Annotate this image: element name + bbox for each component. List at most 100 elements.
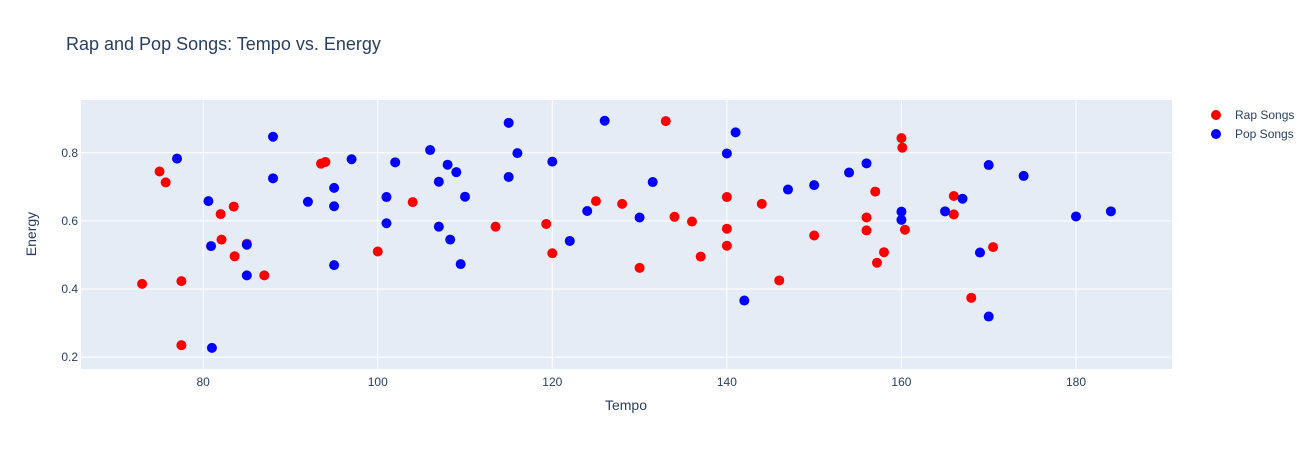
data-point[interactable] (647, 177, 658, 188)
data-point[interactable] (721, 240, 732, 251)
data-point[interactable] (896, 133, 907, 144)
data-point[interactable] (229, 251, 240, 262)
data-point[interactable] (216, 234, 227, 245)
data-point[interactable] (634, 262, 645, 273)
data-point[interactable] (445, 234, 456, 245)
data-point[interactable] (137, 278, 148, 289)
data-point[interactable] (634, 212, 645, 223)
legend[interactable]: Rap Songs Pop Songs (1211, 108, 1294, 141)
data-point[interactable] (372, 246, 383, 257)
data-point[interactable] (695, 251, 706, 262)
data-point[interactable] (564, 235, 575, 246)
data-point[interactable] (809, 230, 820, 241)
data-point[interactable] (259, 270, 270, 281)
data-point[interactable] (442, 159, 453, 170)
data-point[interactable] (455, 259, 466, 270)
data-point[interactable] (241, 239, 252, 250)
data-point[interactable] (503, 117, 514, 128)
data-point[interactable] (948, 209, 959, 220)
data-point[interactable] (1105, 206, 1116, 217)
data-point[interactable] (503, 171, 514, 182)
data-point[interactable] (547, 156, 558, 167)
data-point[interactable] (215, 209, 226, 220)
data-point[interactable] (948, 191, 959, 202)
data-point[interactable] (721, 192, 732, 203)
data-point[interactable] (861, 225, 872, 236)
data-point[interactable] (268, 131, 279, 142)
data-point[interactable] (160, 177, 171, 188)
legend-item[interactable]: Rap Songs (1211, 108, 1294, 122)
data-point[interactable] (660, 116, 671, 127)
data-point[interactable] (541, 218, 552, 229)
data-point[interactable] (730, 127, 741, 138)
data-point[interactable] (590, 196, 601, 207)
data-point[interactable] (433, 176, 444, 187)
data-point[interactable] (983, 160, 994, 171)
data-point[interactable] (407, 197, 418, 208)
data-point[interactable] (721, 148, 732, 159)
data-point[interactable] (329, 260, 340, 271)
gridlines (81, 100, 1172, 369)
data-point[interactable] (983, 311, 994, 322)
data-point[interactable] (1018, 170, 1029, 181)
data-point[interactable] (617, 198, 628, 209)
x-tick-label: 180 (1066, 375, 1086, 389)
data-points (137, 115, 1116, 353)
data-point[interactable] (686, 216, 697, 227)
data-point[interactable] (329, 201, 340, 212)
data-point[interactable] (669, 211, 680, 222)
data-point[interactable] (896, 214, 907, 225)
data-point[interactable] (329, 182, 340, 193)
data-point[interactable] (878, 247, 889, 258)
data-point[interactable] (512, 148, 523, 159)
data-point[interactable] (206, 342, 217, 353)
data-point[interactable] (966, 292, 977, 303)
data-point[interactable] (268, 173, 279, 184)
data-point[interactable] (899, 224, 910, 235)
data-point[interactable] (897, 142, 908, 153)
data-point[interactable] (782, 184, 793, 195)
data-point[interactable] (547, 248, 558, 259)
data-point[interactable] (756, 198, 767, 209)
data-point[interactable] (451, 167, 462, 178)
data-point[interactable] (381, 218, 392, 229)
data-point[interactable] (176, 340, 187, 351)
data-point[interactable] (320, 156, 331, 167)
data-point[interactable] (346, 154, 357, 165)
data-point[interactable] (425, 145, 436, 156)
data-point[interactable] (433, 221, 444, 232)
data-point[interactable] (988, 242, 999, 253)
data-point[interactable] (228, 201, 239, 212)
data-point[interactable] (1070, 211, 1081, 222)
data-point[interactable] (861, 212, 872, 223)
data-point[interactable] (870, 186, 881, 197)
legend-label: Pop Songs (1235, 127, 1294, 141)
data-point[interactable] (721, 223, 732, 234)
data-point[interactable] (957, 193, 968, 204)
data-point[interactable] (154, 166, 165, 177)
data-point[interactable] (844, 167, 855, 178)
data-point[interactable] (809, 180, 820, 191)
data-point[interactable] (302, 196, 313, 207)
data-point[interactable] (871, 257, 882, 268)
data-point[interactable] (896, 206, 907, 217)
y-tick-label: 0.6 (61, 214, 78, 228)
data-point[interactable] (381, 192, 392, 203)
legend-item[interactable]: Pop Songs (1211, 127, 1294, 141)
data-point[interactable] (599, 115, 610, 126)
data-point[interactable] (774, 275, 785, 286)
data-point[interactable] (176, 276, 187, 287)
data-point[interactable] (940, 206, 951, 217)
data-point[interactable] (390, 157, 401, 168)
x-tick-label: 80 (197, 375, 211, 389)
data-point[interactable] (490, 221, 501, 232)
data-point[interactable] (172, 153, 183, 164)
data-point[interactable] (241, 270, 252, 281)
data-point[interactable] (460, 191, 471, 202)
data-point[interactable] (861, 158, 872, 169)
data-point[interactable] (206, 241, 217, 252)
data-point[interactable] (974, 247, 985, 258)
data-point[interactable] (582, 206, 593, 217)
data-point[interactable] (203, 196, 214, 207)
data-point[interactable] (739, 295, 750, 306)
